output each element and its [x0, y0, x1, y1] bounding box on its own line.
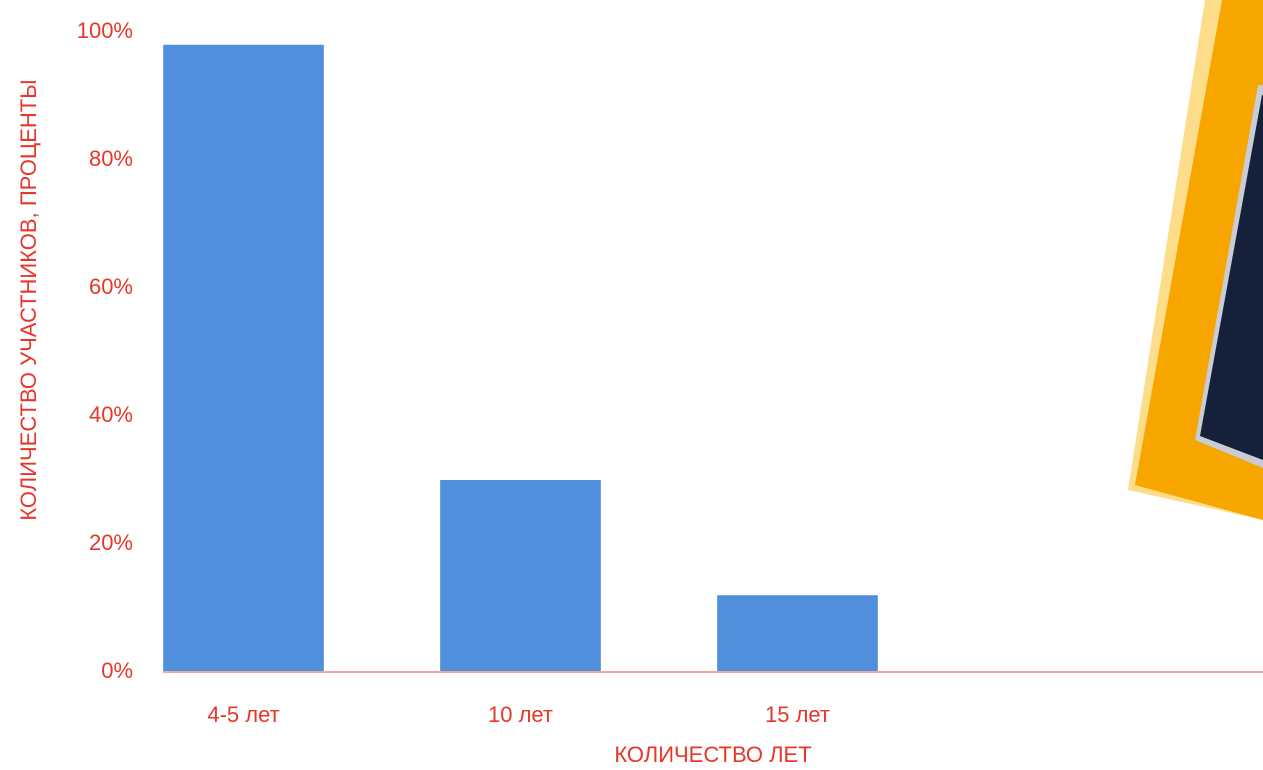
bar	[440, 480, 601, 672]
y-tick-label: 20%	[89, 530, 133, 555]
bar	[163, 44, 324, 673]
bar	[717, 595, 878, 672]
x-tick-label: 15 лет	[765, 702, 830, 727]
x-tick-label: 10 лет	[488, 702, 553, 727]
y-tick-label: 100%	[77, 18, 133, 43]
y-tick-label: 0%	[101, 658, 133, 683]
y-tick-label: 40%	[89, 402, 133, 427]
y-tick-label: 80%	[89, 146, 133, 171]
y-tick-label: 60%	[89, 274, 133, 299]
frame-picture	[1200, 95, 1263, 460]
y-axis-label: КОЛИЧЕСТВО УЧАСТНИКОВ, ПРОЦЕНТЫ	[16, 79, 41, 520]
decorative-frame	[1128, 0, 1263, 520]
x-axis-label: КОЛИЧЕСТВО ЛЕТ	[614, 742, 811, 767]
x-tick-label: 4-5 лет	[207, 702, 279, 727]
